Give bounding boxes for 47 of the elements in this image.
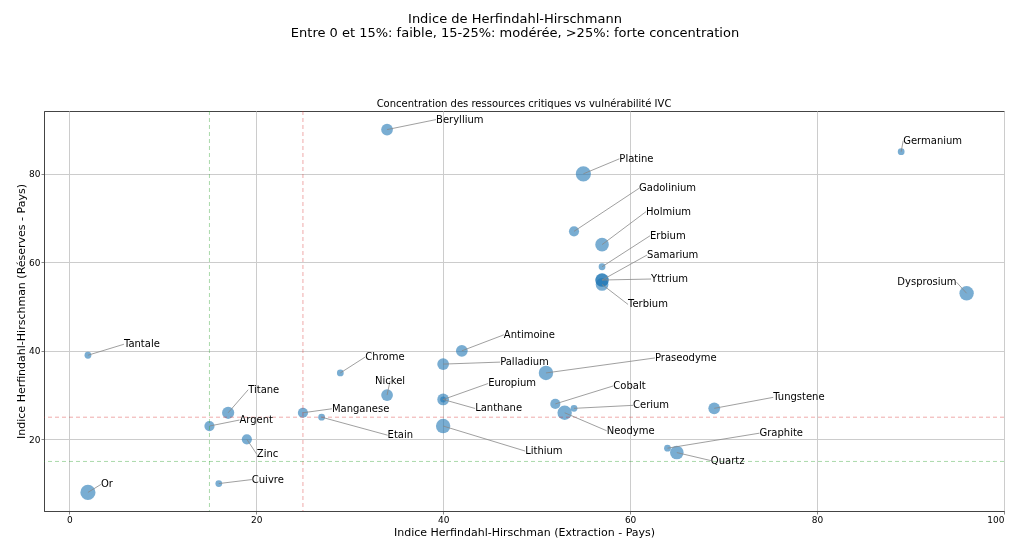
annotation: Tantale	[122, 338, 160, 350]
annotation: Argent	[239, 414, 274, 426]
x-axis-title: Indice Herfindahl-Hirschman (Extraction - Pays)	[393, 525, 656, 539]
annotation: Terbium	[627, 298, 668, 310]
annotation: Samarium	[647, 249, 699, 261]
annotation: Etain	[387, 429, 414, 441]
annotation: Germanium	[903, 134, 963, 146]
annotation: Lanthane	[475, 402, 523, 414]
annotation: Erbium	[650, 229, 686, 241]
x-tick-label: 20	[250, 514, 263, 525]
annotation: Gadolinium	[639, 182, 697, 194]
x-tick-label: 0	[66, 514, 73, 525]
annotation: Cuivre	[251, 473, 284, 485]
annotation: Palladium	[500, 356, 549, 368]
annotation: Or	[100, 478, 114, 490]
annotation: Cobalt	[613, 379, 646, 391]
annotation: Yttrium	[650, 273, 688, 285]
annotation: Quartz	[710, 454, 745, 466]
x-tick-label: 60	[624, 514, 637, 525]
annotation: Graphite	[759, 427, 804, 439]
annotation: Platine	[619, 152, 654, 164]
annotation: Lithium	[525, 445, 563, 457]
chart-subtitle: Entre 0 et 15%: faible, 15-25%: modérée, >25%: forte concentration	[290, 25, 740, 40]
y-tick-label: 40	[29, 346, 41, 357]
chart-title: Indice de Herfindahl-Hirschmann	[408, 11, 622, 26]
x-tick-label: 80	[811, 514, 824, 525]
annotation: Dysprosium	[897, 276, 957, 288]
annotation: Chrome	[365, 350, 405, 362]
y-tick-label: 20	[29, 434, 41, 445]
y-axis-title: Indice Herfindahl-Hirschman (Réserves - Pays)	[15, 184, 29, 439]
annotation: Nickel	[374, 375, 406, 387]
annotation: Cerium	[633, 399, 670, 411]
x-tick-label: 40	[437, 514, 450, 525]
annotation: Europium	[488, 377, 537, 389]
annotation: Manganese	[331, 402, 390, 414]
annotation: Holmium	[646, 205, 692, 217]
annotation: Neodyme	[606, 424, 655, 436]
annotation: Praseodyme	[654, 351, 717, 363]
y-tick-label: 60	[29, 257, 41, 268]
x-tick-label: 100	[987, 514, 1005, 525]
annotation: Tungstene	[772, 391, 825, 403]
annotation: Beryllium	[436, 113, 484, 125]
y-tick-label: 80	[29, 169, 41, 180]
annotation: Zinc	[256, 448, 279, 460]
annotation: Antimoine	[503, 328, 555, 340]
annotation: Titane	[247, 383, 280, 395]
text: Concentration des ressources critiques vs vulnérabilité IVC	[376, 98, 672, 109]
